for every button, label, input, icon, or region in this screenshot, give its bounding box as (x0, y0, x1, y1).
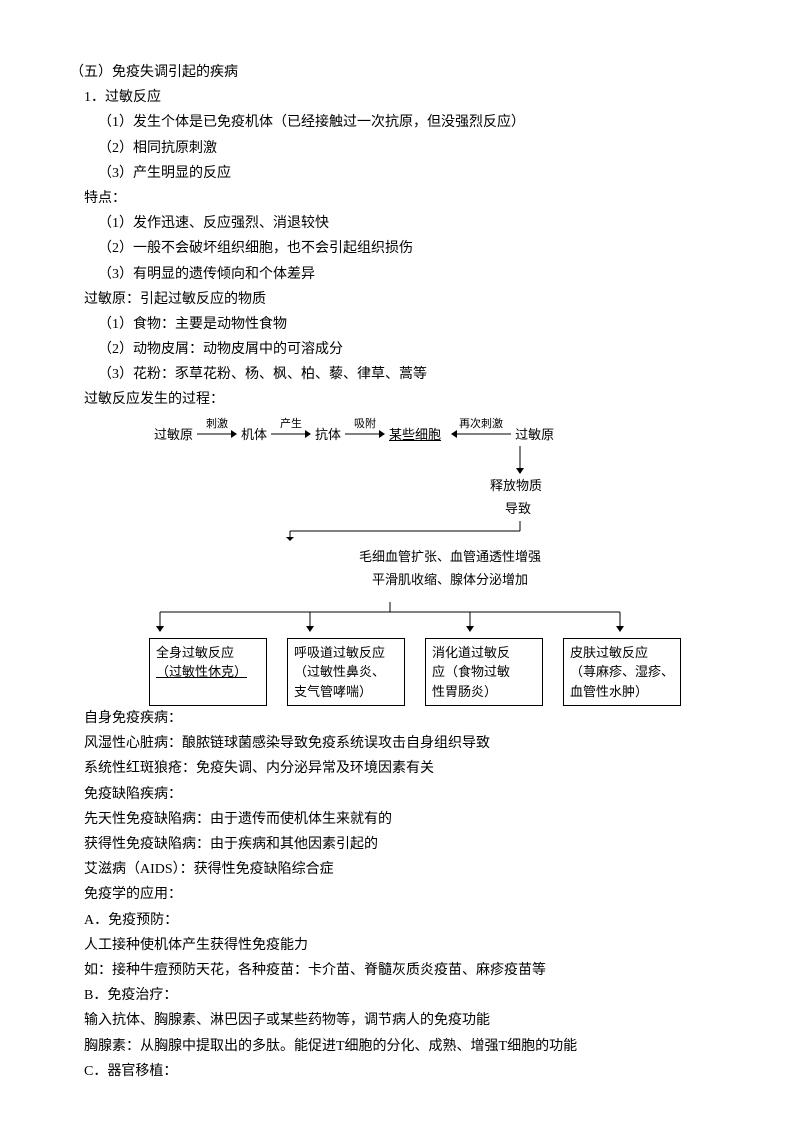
branch-box: 呼吸道过敏反应 （过敏性鼻炎、 支气管哮喘） (287, 638, 405, 707)
body-text: 系统性红斑狼疮：免疫失调、内分泌异常及环境因素有关 (70, 756, 730, 781)
branch-box: 消化道过敏反 应（食物过敏 性胃肠炎） (425, 638, 543, 707)
list-item: （2）动物皮屑：动物皮屑中的可溶成分 (70, 337, 730, 362)
body-text: 风湿性心脏病：酿脓链球菌感染导致免疫系统误攻击自身组织导致 (70, 731, 730, 756)
flow-arrow: 产生 (271, 429, 311, 439)
list-item: C．器官移植： (70, 1059, 730, 1084)
branch-box: 全身过敏反应 （过敏性休克） (149, 638, 267, 707)
label: 自身免疫疾病： (70, 706, 730, 731)
section-title: （五）免疫失调引起的疾病 (70, 60, 730, 85)
list-item: （3）花粉：豕草花粉、杨、枫、柏、藜、律草、蒿等 (70, 362, 730, 387)
list-item: A．免疫预防： (70, 908, 730, 933)
flow-effect: 毛细血管扩张、血管通透性增强 (320, 545, 580, 568)
flow-label: 导致 (505, 497, 730, 520)
branch-box: 皮肤过敏反应 （荨麻疹、湿疹、 血管性水肿） (563, 638, 681, 707)
label: 特点： (70, 186, 730, 211)
body-text: 胸腺素：从胸腺中提取出的多肽。能促进T细胞的分化、成熟、增强T细胞的功能 (70, 1034, 730, 1059)
list-item: （3）有明显的遗传倾向和个体差异 (70, 262, 730, 287)
flow-node: 过敏原 (150, 423, 197, 446)
list-item: （2）一般不会破坏组织细胞，也不会引起组织损伤 (70, 236, 730, 261)
body-text: 先天性免疫缺陷病：由于遗传而使机体生来就有的 (70, 807, 730, 832)
flow-node: 释放物质 (490, 474, 730, 497)
flow-node: 过敏原 (511, 423, 558, 446)
branch-row: 全身过敏反应 （过敏性休克） 呼吸道过敏反应 （过敏性鼻炎、 支气管哮喘） 消化… (100, 638, 730, 707)
list-item: B．免疫治疗： (70, 983, 730, 1008)
label: 免疫缺陷疾病： (70, 782, 730, 807)
list-item: （1）食物：主要是动物性食物 (70, 312, 730, 337)
flowchart: 过敏原 刺激 机体 产生 抗体 吸附 某些细胞 再次刺激 过敏原 释放物质 导致 (150, 423, 730, 592)
label: 过敏原：引起过敏反应的物质 (70, 287, 730, 312)
list-item: （3）产生明显的反应 (70, 161, 730, 186)
body-text: 艾滋病（AIDS）：获得性免疫缺陷综合症 (70, 857, 730, 882)
body-text: 人工接种使机体产生获得性免疫能力 (70, 933, 730, 958)
label: 免疫学的应用： (70, 882, 730, 907)
flow-arrow: 吸附 (345, 429, 385, 439)
flow-node: 机体 (237, 423, 271, 446)
body-text: 获得性免疫缺陷病：由于疾病和其他因素引起的 (70, 832, 730, 857)
flow-arrow: 刺激 (197, 429, 237, 439)
list-item: （1）发作迅速、反应强烈、消退较快 (70, 211, 730, 236)
label: 过敏反应发生的过程： (70, 387, 730, 412)
subsection-title: 1．过敏反应 (70, 85, 730, 110)
body-text: 如：接种牛痘预防天花，各种疫苗：卡介苗、脊髓灰质炎疫苗、麻疹疫苗等 (70, 958, 730, 983)
flow-arrow-back: 再次刺激 (451, 429, 511, 439)
list-item: （1）发生个体是已免疫机体（已经接触过一次抗原，但没强烈反应） (70, 110, 730, 135)
flow-node: 抗体 (311, 423, 345, 446)
branch-connector (100, 602, 680, 632)
body-text: 输入抗体、胸腺素、淋巴因子或某些药物等，调节病人的免疫功能 (70, 1008, 730, 1033)
list-item: （2）相同抗原刺激 (70, 136, 730, 161)
flow-node: 某些细胞 (385, 423, 445, 446)
flow-effect: 平滑肌收缩、腺体分泌增加 (320, 568, 580, 591)
